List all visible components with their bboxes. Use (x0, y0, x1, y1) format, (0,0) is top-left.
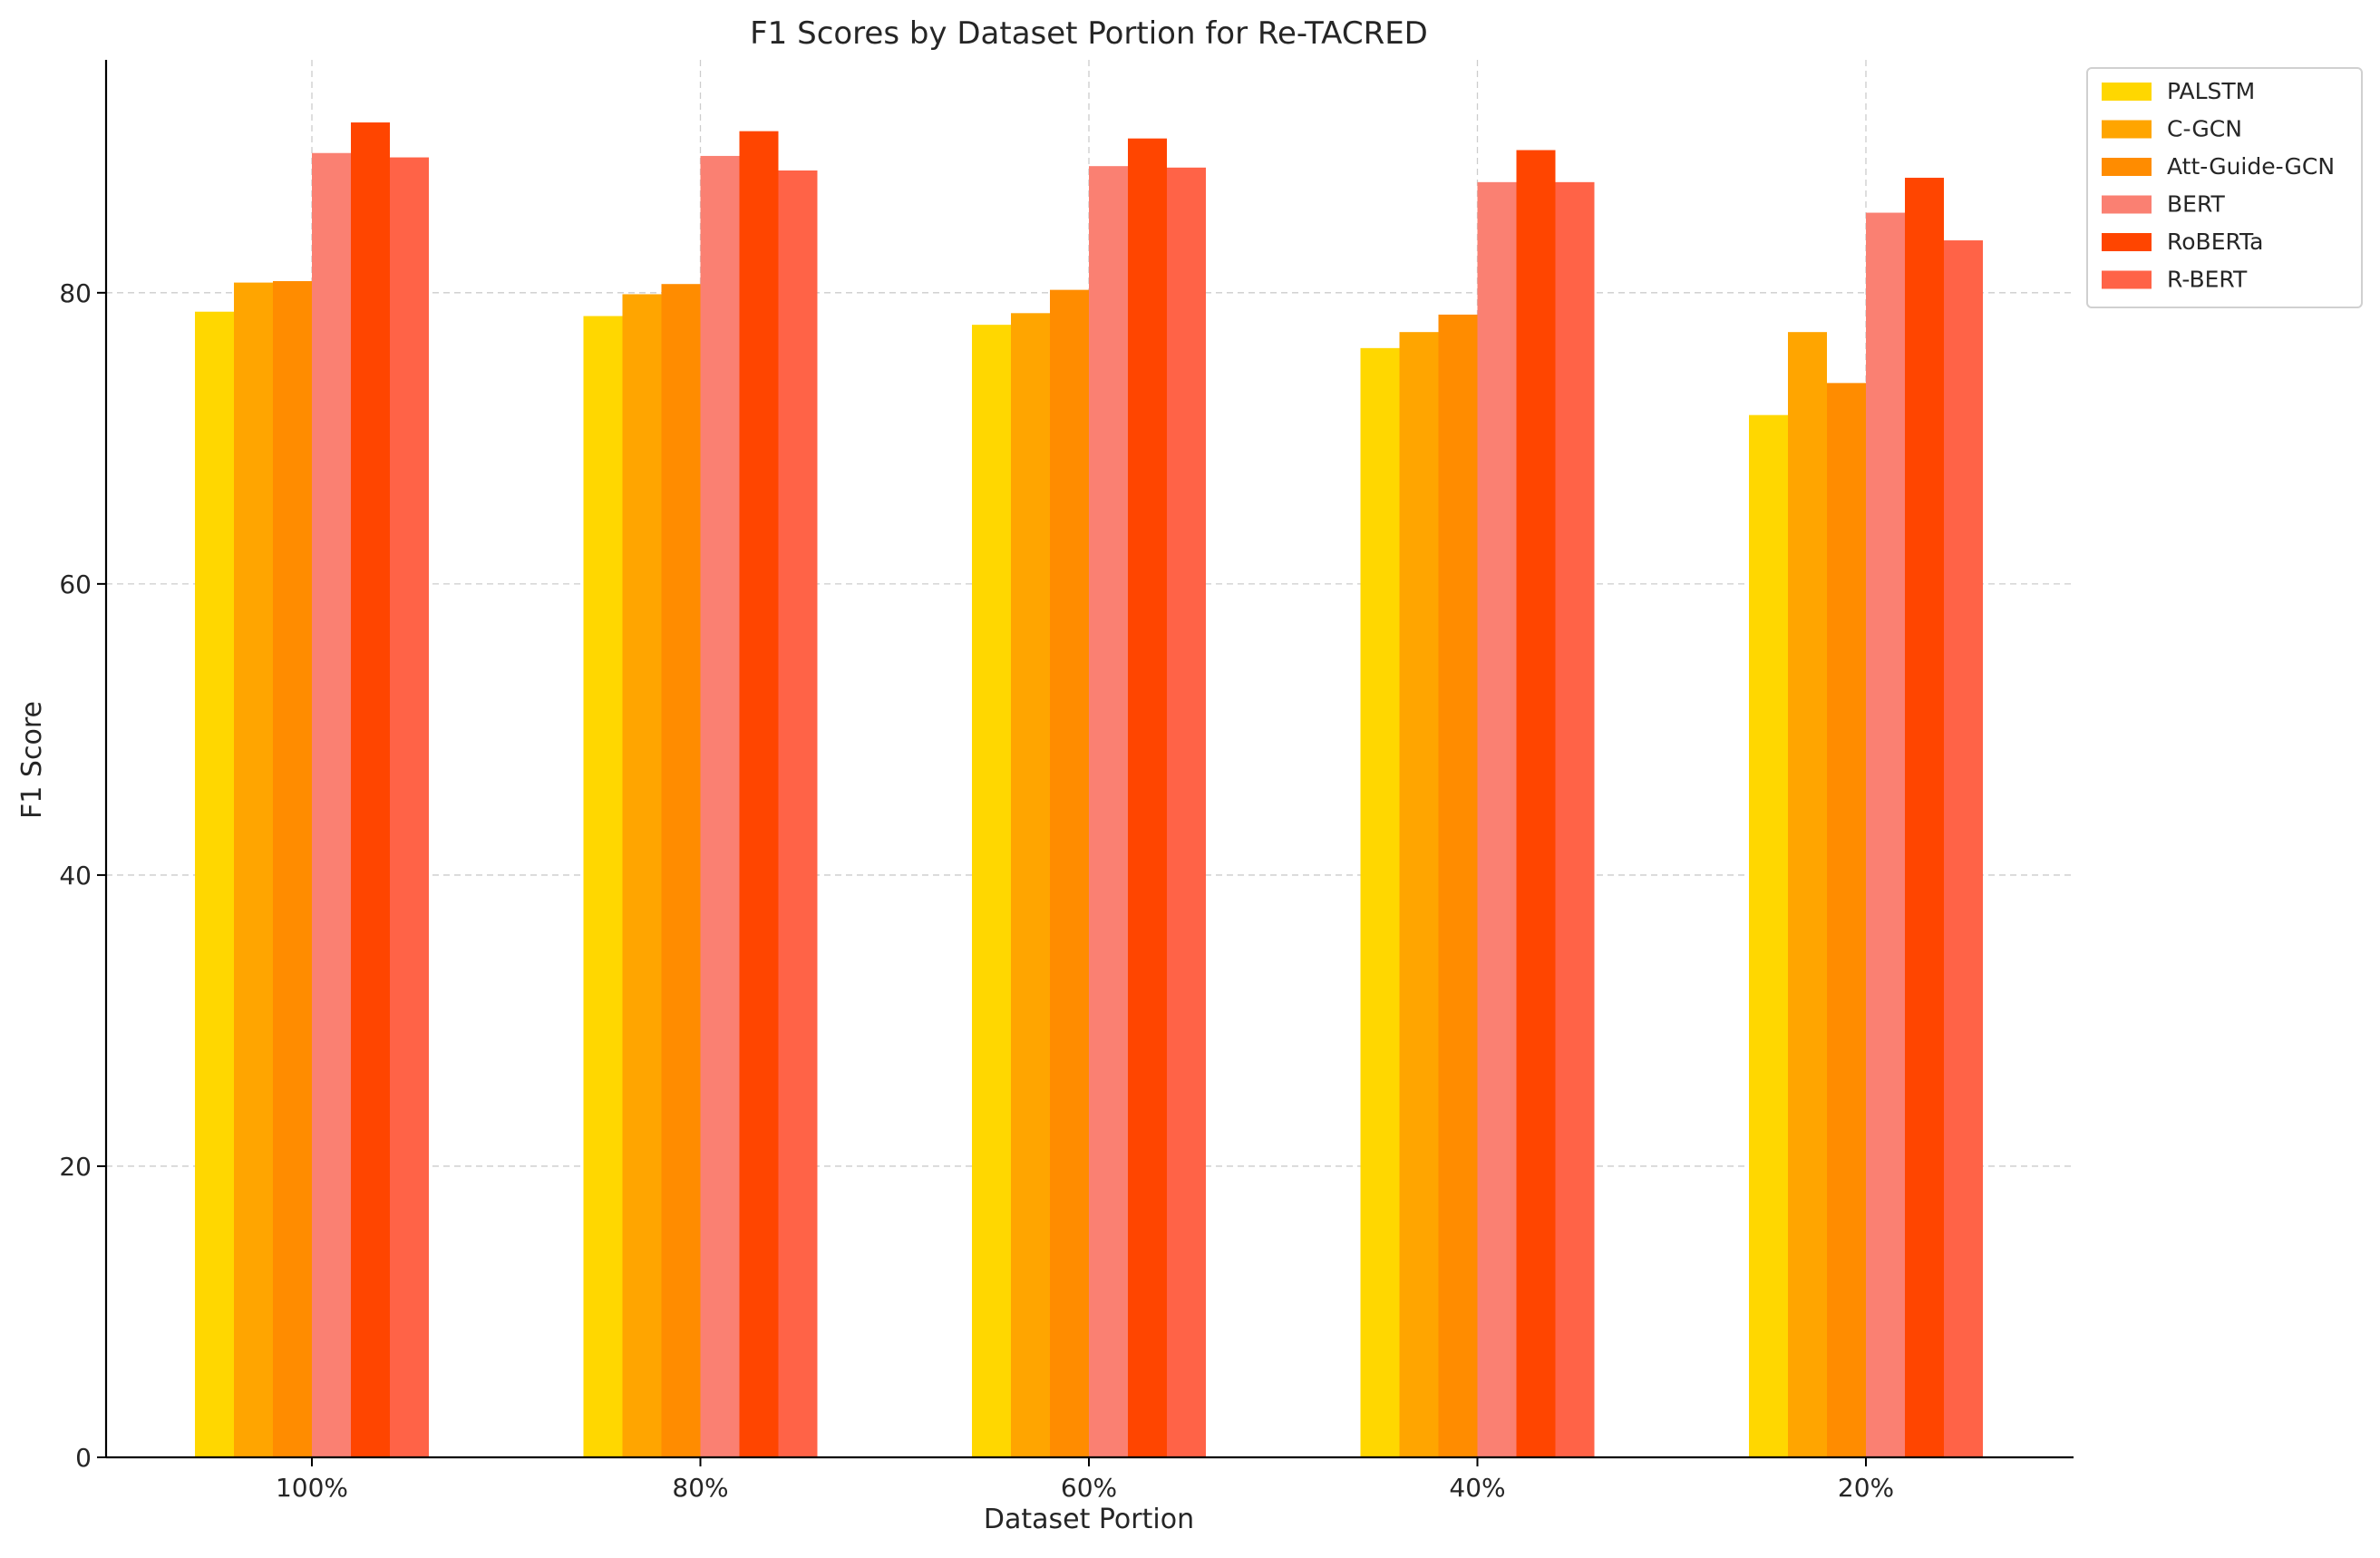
bar-palstm-40pct (1360, 347, 1400, 1457)
bar-palstm-20pct (1749, 414, 1788, 1457)
bar-roberta-80pct (739, 131, 779, 1457)
legend-label: C-GCN (2167, 116, 2242, 142)
bar-bert-20pct (1866, 212, 1905, 1457)
legend-label: R-BERT (2167, 267, 2248, 293)
legend-label: Att-Guide-GCN (2167, 153, 2335, 180)
y-tick-label: 60 (59, 570, 92, 599)
legend: PALSTM C-GCN Att-Guide-GCN BERT RoBERTa R-BER… (2086, 67, 2363, 308)
bar-c-gcn-100pct (234, 282, 273, 1457)
y-tick-label: 40 (59, 861, 92, 891)
bar-att-guide-gcn-80pct (661, 284, 701, 1457)
bar-att-guide-gcn-20pct (1827, 383, 1866, 1458)
bar-bert-100pct (312, 152, 351, 1457)
x-axis-label: Dataset Portion (984, 1504, 1194, 1535)
legend-label: PALSTM (2167, 78, 2255, 104)
x-tick-label: 100% (276, 1473, 348, 1503)
x-tick-label: 20% (1838, 1473, 1894, 1503)
x-tick-label: 80% (672, 1473, 728, 1503)
bars-layer (195, 122, 1983, 1458)
legend-swatch (2102, 195, 2152, 214)
bar-r-bert-20pct (1944, 240, 1983, 1457)
bar-r-bert-100pct (390, 157, 429, 1458)
ticks-layer: 0 20 40 60 80 100% 80% 60% 40% 20% (59, 278, 1894, 1503)
x-tick-label: 60% (1061, 1473, 1117, 1503)
bar-c-gcn-60pct (1011, 313, 1050, 1457)
bar-roberta-100pct (351, 122, 390, 1458)
bar-roberta-60pct (1128, 138, 1167, 1457)
bar-palstm-80pct (583, 316, 623, 1458)
bar-palstm-100pct (195, 311, 234, 1457)
legend-swatch (2102, 233, 2152, 251)
bar-r-bert-60pct (1167, 167, 1206, 1458)
chart-title: F1 Scores by Dataset Portion for Re-TACR… (750, 15, 1428, 52)
legend-label: RoBERTa (2167, 229, 2264, 255)
bar-roberta-40pct (1516, 150, 1556, 1457)
bar-att-guide-gcn-40pct (1438, 314, 1478, 1457)
legend-swatch (2102, 83, 2152, 101)
y-tick-label: 80 (59, 278, 92, 308)
bar-c-gcn-80pct (622, 294, 662, 1458)
legend-swatch (2102, 120, 2152, 139)
legend-frame (2086, 67, 2363, 308)
legend-swatch (2102, 270, 2152, 289)
bar-c-gcn-20pct (1788, 332, 1827, 1457)
legend-swatch (2102, 158, 2152, 176)
y-tick-label: 20 (59, 1152, 92, 1182)
x-tick-label: 40% (1449, 1473, 1505, 1503)
bar-roberta-20pct (1905, 178, 1944, 1458)
bar-r-bert-40pct (1555, 181, 1595, 1457)
legend-label: BERT (2167, 191, 2225, 218)
y-axis-label: F1 Score (16, 701, 48, 819)
y-tick-label: 0 (75, 1443, 92, 1473)
bar-c-gcn-40pct (1399, 332, 1439, 1457)
bar-att-guide-gcn-60pct (1050, 289, 1089, 1457)
bar-bert-60pct (1089, 166, 1128, 1458)
bar-bert-40pct (1477, 181, 1517, 1457)
bar-r-bert-80pct (778, 170, 818, 1457)
bar-att-guide-gcn-100pct (273, 280, 312, 1457)
bar-palstm-60pct (972, 325, 1011, 1457)
bar-bert-80pct (700, 155, 740, 1458)
